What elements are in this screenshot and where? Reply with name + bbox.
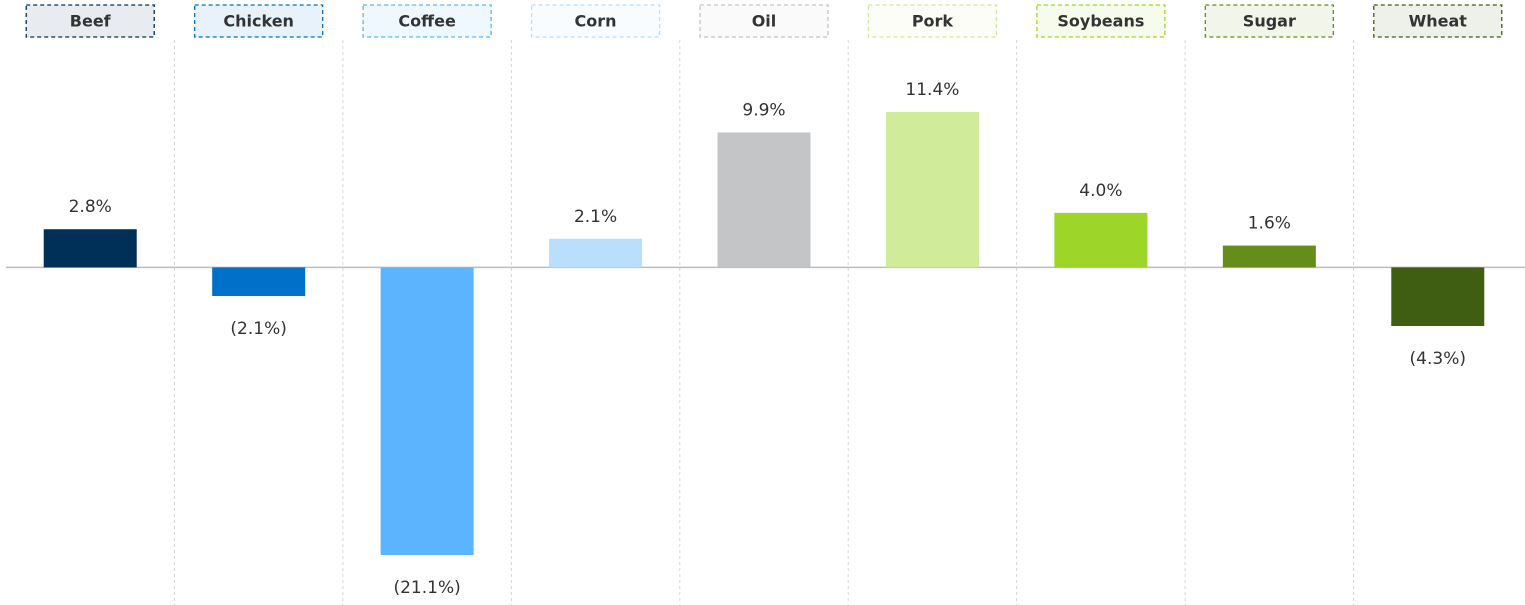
category-button-border[interactable]: [1036, 4, 1166, 38]
category-label[interactable]: Soybeans: [1057, 12, 1144, 31]
bar: [1222, 245, 1316, 268]
category-button[interactable]: [868, 5, 997, 37]
category-button[interactable]: [363, 5, 492, 37]
category-button-border[interactable]: [362, 4, 492, 38]
bar: [717, 132, 811, 268]
bar: [1054, 212, 1148, 268]
bar: [549, 238, 643, 268]
bar: [885, 112, 979, 268]
value-label: (2.1%): [230, 319, 286, 339]
category-button-border[interactable]: [699, 4, 829, 38]
category-button[interactable]: [26, 5, 155, 37]
category-button-border[interactable]: [1204, 4, 1334, 38]
category-label[interactable]: Coffee: [398, 12, 456, 31]
category-button[interactable]: [1205, 5, 1334, 37]
bar: [380, 267, 474, 555]
category-label[interactable]: Chicken: [223, 12, 294, 31]
value-label: (21.1%): [393, 578, 460, 598]
category-button-border[interactable]: [25, 4, 155, 38]
category-label[interactable]: Oil: [752, 12, 777, 31]
bar: [1391, 267, 1485, 327]
value-label: 4.0%: [1079, 181, 1122, 201]
category-label[interactable]: Sugar: [1243, 12, 1296, 31]
category-button-border[interactable]: [1373, 4, 1503, 38]
value-label: 1.6%: [1248, 214, 1291, 234]
value-label: 2.1%: [574, 207, 617, 227]
category-button-border[interactable]: [530, 4, 661, 38]
category-label[interactable]: Beef: [70, 12, 112, 31]
category-button-border[interactable]: [194, 4, 324, 38]
category-button[interactable]: [1373, 5, 1502, 37]
category-label[interactable]: Wheat: [1409, 12, 1468, 31]
category-button-border[interactable]: [867, 4, 998, 38]
category-button[interactable]: [531, 5, 660, 37]
category-button[interactable]: [194, 5, 323, 37]
category-label[interactable]: Pork: [912, 12, 954, 31]
category-button[interactable]: [1036, 5, 1165, 37]
bar: [43, 229, 137, 268]
bar: [212, 267, 306, 297]
value-label: 11.4%: [905, 80, 959, 100]
category-button[interactable]: [700, 5, 828, 37]
category-label[interactable]: Corn: [575, 12, 617, 31]
value-label: (4.3%): [1410, 349, 1466, 369]
value-label: 9.9%: [742, 100, 785, 120]
value-label: 2.8%: [69, 197, 112, 217]
